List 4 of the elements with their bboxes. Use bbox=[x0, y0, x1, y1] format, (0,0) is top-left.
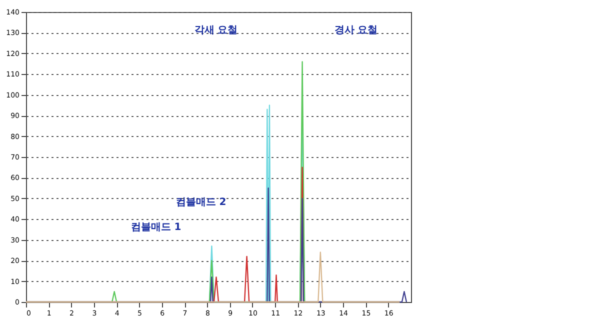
annotation: 컴블매드 2 bbox=[176, 197, 226, 208]
annotation: 컴블매드 1 bbox=[130, 222, 182, 233]
annotation: 경사 요철 bbox=[334, 25, 378, 36]
annotation: 각새 요철 bbox=[194, 25, 238, 36]
